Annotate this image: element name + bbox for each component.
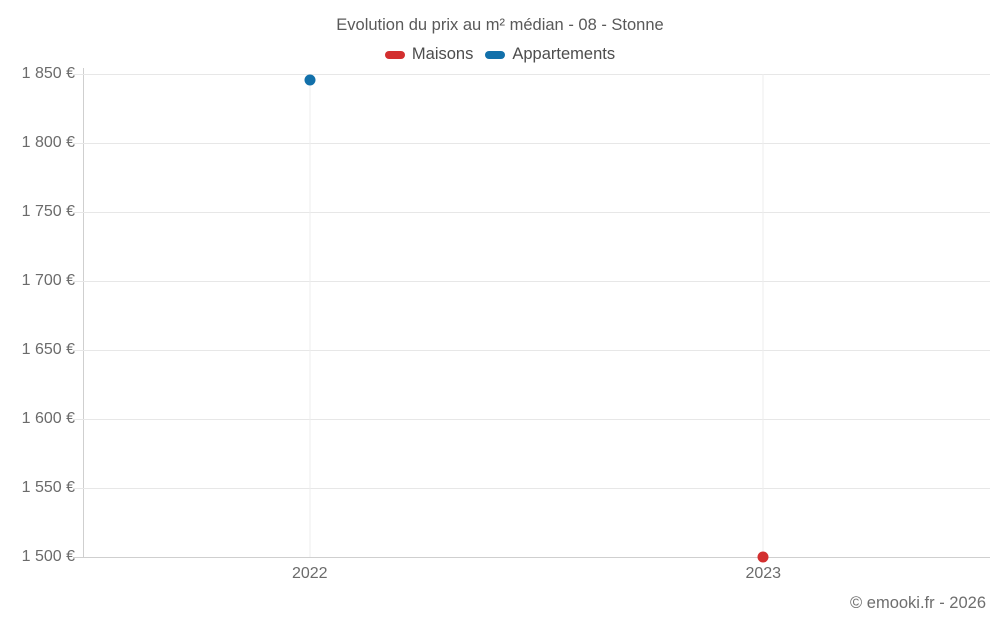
ytick-label-1750: 1 750 €: [21, 203, 75, 220]
gridline-x-2023: [762, 74, 764, 557]
gridline-y-1650: [73, 350, 990, 351]
data-point-maisons-2023[interactable]: [757, 551, 769, 563]
ytick-label-1700: 1 700 €: [21, 272, 75, 289]
chart-legend: Maisons Appartements: [0, 45, 1000, 64]
chart-title: Evolution du prix au m² médian - 08 - St…: [336, 16, 664, 34]
ytick-label-1850: 1 850 €: [21, 65, 75, 82]
maisons-legend-label: Maisons: [411, 45, 474, 63]
gridline-y-1850: [73, 74, 990, 75]
xtick-label-2023: 2023: [745, 565, 782, 582]
gridline-x-2022: [309, 74, 311, 557]
gridline-y-1600: [73, 419, 990, 420]
y-axis-line: [83, 68, 84, 557]
gridline-y-1500: [73, 557, 990, 558]
gridline-y-1750: [73, 212, 990, 213]
xtick-label-2022: 2022: [291, 565, 328, 582]
gridline-y-1700: [73, 281, 990, 282]
gridline-y-1550: [73, 488, 990, 489]
attribution-text: © emooki.fr - 2026: [850, 594, 986, 612]
ytick-label-1650: 1 650 €: [21, 341, 75, 358]
appartements-legend-label: Appartements: [512, 45, 616, 63]
ytick-label-1600: 1 600 €: [21, 410, 75, 427]
ytick-label-1800: 1 800 €: [21, 134, 75, 151]
legend-item-appartements[interactable]: Appartements: [485, 45, 615, 64]
data-point-appartements-2022[interactable]: [304, 74, 316, 86]
plot-area: [73, 68, 990, 563]
ytick-label-1550: 1 550 €: [21, 479, 75, 496]
gridline-y-1800: [73, 143, 990, 144]
maisons-legend-marker-icon: [384, 50, 405, 59]
legend-item-maisons[interactable]: Maisons: [384, 45, 474, 64]
ytick-label-1500: 1 500 €: [21, 548, 75, 565]
appartements-legend-marker-icon: [485, 50, 506, 59]
